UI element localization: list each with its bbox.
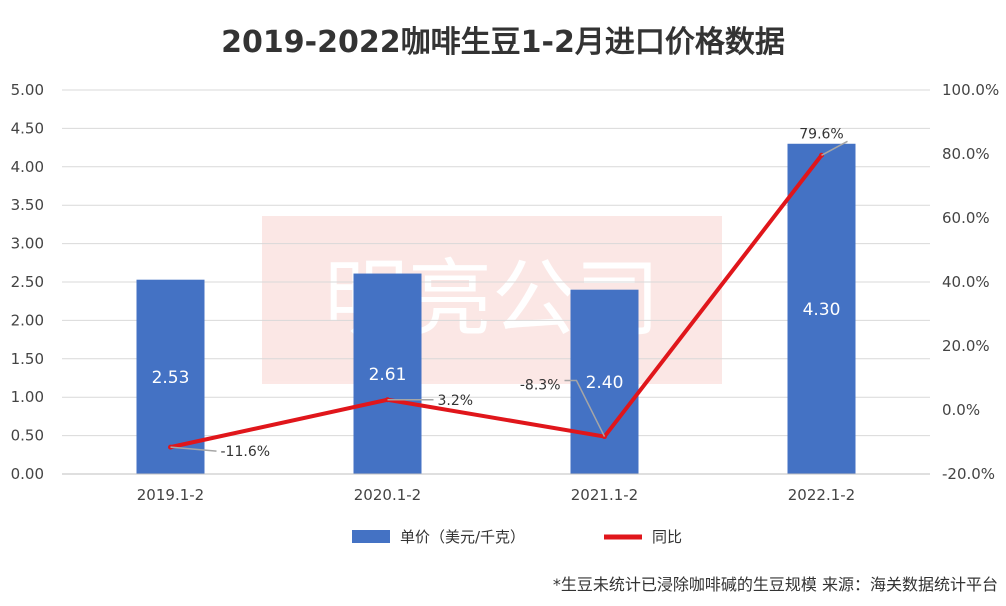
bar-value-label: 2.40 bbox=[586, 373, 624, 393]
left-tick-label: 2.00 bbox=[11, 311, 44, 329]
leader-line bbox=[170, 446, 217, 452]
bar bbox=[787, 143, 856, 474]
line-value-label: 79.6% bbox=[799, 126, 843, 142]
legend-bar-swatch bbox=[352, 530, 390, 543]
bar-value-labels: 2.53 2.61 2.40 4.30 bbox=[152, 300, 841, 393]
left-y-axis: 0.00 0.50 1.00 1.50 2.00 2.50 3.00 3.50 4.00 4.50… bbox=[11, 81, 44, 483]
right-tick-label: -20.0% bbox=[942, 465, 995, 483]
bar-value-label: 2.61 bbox=[369, 365, 407, 385]
right-tick-label: 60.0% bbox=[942, 209, 990, 227]
chart-title: 2019-2022咖啡生豆1-2月进口价格数据 bbox=[221, 25, 785, 60]
line-value-labels: -11.6% 3.2% -8.3% 79.6% bbox=[170, 126, 848, 460]
bar-value-label: 2.53 bbox=[152, 368, 190, 388]
x-tick-label: 2022.1-2 bbox=[788, 486, 855, 504]
left-tick-label: 3.50 bbox=[11, 196, 44, 214]
left-tick-label: 1.00 bbox=[11, 388, 44, 406]
line-value-label: -8.3% bbox=[520, 378, 561, 394]
left-tick-label: 0.50 bbox=[11, 427, 44, 445]
x-axis: 2019.1-2 2020.1-2 2021.1-2 2022.1-2 bbox=[62, 473, 930, 504]
x-tick-label: 2020.1-2 bbox=[354, 486, 421, 504]
yoy-line bbox=[170, 154, 824, 450]
right-tick-label: 40.0% bbox=[942, 273, 990, 291]
line-value-label: -11.6% bbox=[221, 444, 271, 460]
right-tick-label: 100.0% bbox=[942, 81, 999, 99]
left-tick-label: 2.50 bbox=[11, 273, 44, 291]
bar bbox=[570, 289, 639, 474]
right-tick-label: 20.0% bbox=[942, 337, 990, 355]
leader-line bbox=[564, 379, 606, 437]
leader-line bbox=[821, 140, 848, 156]
legend-line-label: 同比 bbox=[652, 528, 682, 546]
left-tick-label: 5.00 bbox=[11, 81, 44, 99]
footnote: *生豆未统计已浸除咖啡碱的生豆规模 来源：海关数据统计平台 bbox=[553, 575, 998, 594]
left-tick-label: 4.50 bbox=[11, 119, 44, 137]
right-tick-label: 0.0% bbox=[942, 401, 980, 419]
line-series bbox=[168, 152, 824, 450]
x-tick-label: 2019.1-2 bbox=[137, 486, 204, 504]
right-tick-label: 80.0% bbox=[942, 145, 990, 163]
bar-series bbox=[136, 143, 856, 474]
left-tick-label: 4.00 bbox=[11, 158, 44, 176]
left-tick-label: 3.00 bbox=[11, 235, 44, 253]
left-tick-label: 0.00 bbox=[11, 465, 44, 483]
legend-bar-label: 单价（美元/千克） bbox=[400, 528, 525, 546]
x-tick-label: 2021.1-2 bbox=[571, 486, 638, 504]
bar bbox=[353, 273, 422, 474]
right-y-axis: -20.0% 0.0% 20.0% 40.0% 60.0% 80.0% 100.0% bbox=[942, 81, 999, 483]
bar-value-label: 4.30 bbox=[803, 300, 841, 320]
left-tick-label: 1.50 bbox=[11, 350, 44, 368]
legend: 单价（美元/千克） 同比 bbox=[352, 528, 682, 546]
line-value-label: 3.2% bbox=[438, 393, 474, 409]
